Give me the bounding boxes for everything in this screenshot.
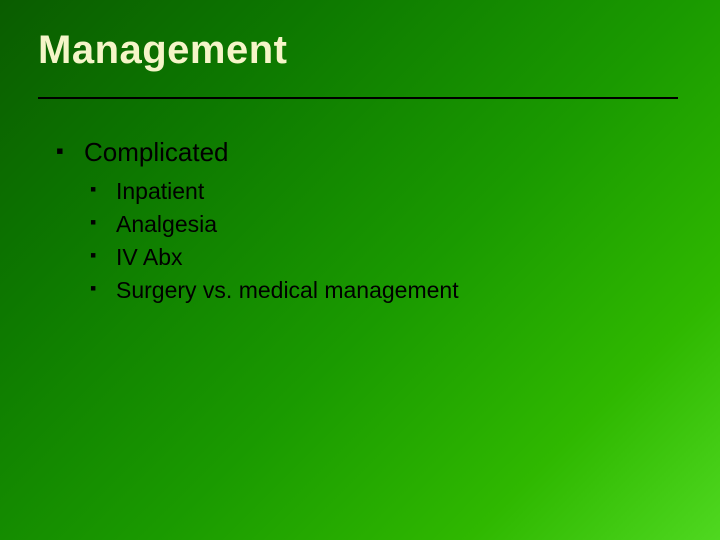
slide-container: Management Complicated Inpatient Analges… (0, 0, 720, 540)
list-item-text: Inpatient (116, 178, 204, 204)
bullet-list-level1: Complicated Inpatient Analgesia IV Abx S… (38, 137, 682, 304)
slide-title: Management (38, 28, 682, 73)
list-item-text: Analgesia (116, 211, 217, 237)
bullet-list-level2: Inpatient Analgesia IV Abx Surgery vs. m… (84, 178, 682, 304)
title-underline (38, 97, 678, 99)
list-item: Analgesia (116, 211, 682, 238)
list-item: Surgery vs. medical management (116, 277, 682, 304)
list-item-text: IV Abx (116, 244, 182, 270)
list-item: Complicated Inpatient Analgesia IV Abx S… (84, 137, 682, 304)
list-item-text: Complicated (84, 137, 229, 167)
list-item: IV Abx (116, 244, 682, 271)
list-item: Inpatient (116, 178, 682, 205)
list-item-text: Surgery vs. medical management (116, 277, 459, 303)
